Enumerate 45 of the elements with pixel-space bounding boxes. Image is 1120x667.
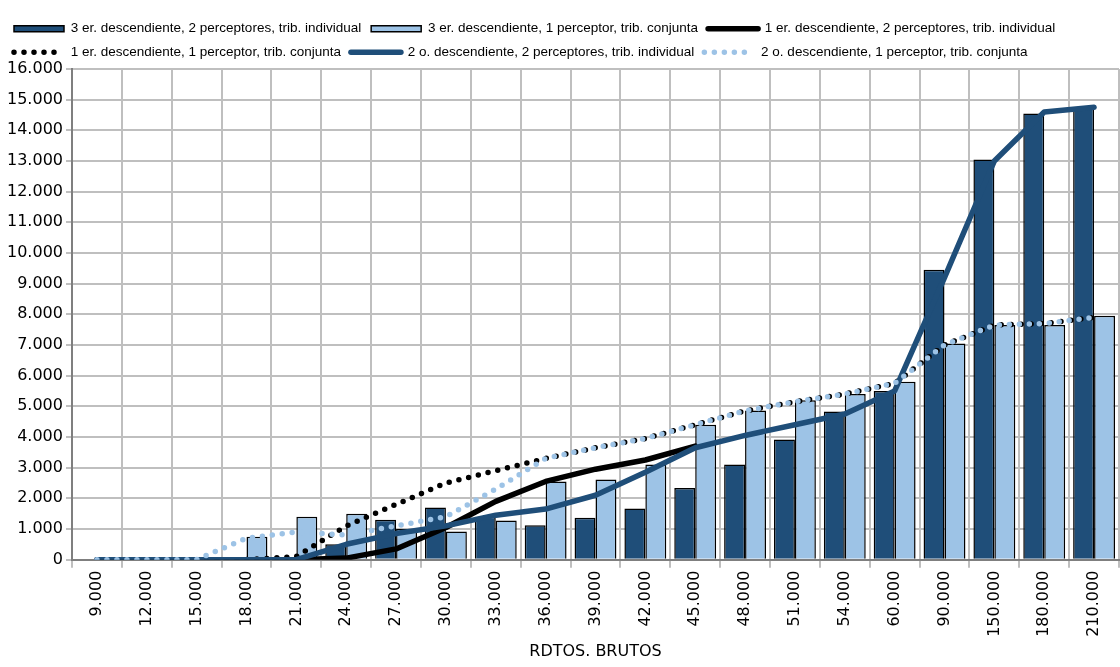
x-tick-label: 9.000 — [86, 570, 106, 617]
legend-label: 3 er. descendiente, 1 perceptor, trib. conjunta — [427, 20, 699, 36]
y-tick-label: 1.000 — [17, 518, 63, 538]
x-tick-label: 54.000 — [833, 570, 853, 627]
x-tick-label: 18.000 — [235, 570, 255, 627]
x-tick-label: 36.000 — [534, 570, 554, 627]
x-tick-label: 21.000 — [285, 570, 305, 627]
x-axis-title: RDTOS. BRUTOS — [529, 640, 662, 660]
x-tick-label: 150.000 — [983, 570, 1003, 637]
legend-label: 3 er. descendiente, 2 perceptores, trib. individual — [70, 20, 362, 36]
x-tick-label: 60.000 — [883, 570, 903, 627]
x-tick-label: 27.000 — [385, 570, 405, 627]
x-tick-label: 30.000 — [435, 570, 455, 627]
y-tick-label: 2.000 — [17, 487, 63, 507]
legend-label: 1 er. descendiente, 2 perceptores, trib. individual — [764, 20, 1056, 36]
y-tick-label: 8.000 — [17, 303, 63, 323]
y-tick-label: 9.000 — [17, 272, 63, 292]
x-tick-label: 42.000 — [634, 570, 654, 627]
y-tick-label: 10.000 — [7, 242, 63, 262]
legend-label: 1 er. descendiente, 1 perceptor, trib. conjunta — [70, 43, 342, 59]
x-tick-label: 210.000 — [1083, 570, 1103, 637]
legend-label: 2 o. descendiente, 2 perceptores, trib. individual — [407, 43, 695, 59]
y-tick-label: 4.000 — [17, 426, 63, 446]
y-tick-label: 7.000 — [17, 334, 63, 354]
x-tick-label: 39.000 — [584, 570, 604, 627]
y-tick-label: 5.000 — [17, 395, 63, 415]
x-tick-label: 180.000 — [1033, 570, 1053, 637]
y-tick-label: 0 — [52, 548, 63, 568]
x-tick-label: 33.000 — [484, 570, 504, 627]
x-tick-label: 48.000 — [734, 570, 754, 627]
y-tick-label: 12.000 — [7, 180, 63, 200]
y-tick-label: 13.000 — [7, 150, 63, 170]
y-tick-label: 14.000 — [7, 119, 63, 139]
x-tick-label: 51.000 — [784, 570, 804, 627]
x-tick-label: 45.000 — [684, 570, 704, 627]
y-tick-label: 6.000 — [17, 364, 63, 384]
y-tick-label: 15.000 — [7, 88, 63, 108]
x-tick-label: 12.000 — [135, 570, 155, 627]
y-tick-label: 3.000 — [17, 456, 63, 476]
y-tick-label: 11.000 — [7, 211, 63, 231]
x-tick-label: 15.000 — [185, 570, 205, 627]
legend-label: 2 o. descendiente, 1 perceptor, trib. conjunta — [761, 43, 1029, 59]
x-tick-label: 24.000 — [335, 570, 355, 627]
x-tick-label: 90.000 — [933, 570, 953, 627]
y-tick-label: 16.000 — [7, 58, 63, 78]
